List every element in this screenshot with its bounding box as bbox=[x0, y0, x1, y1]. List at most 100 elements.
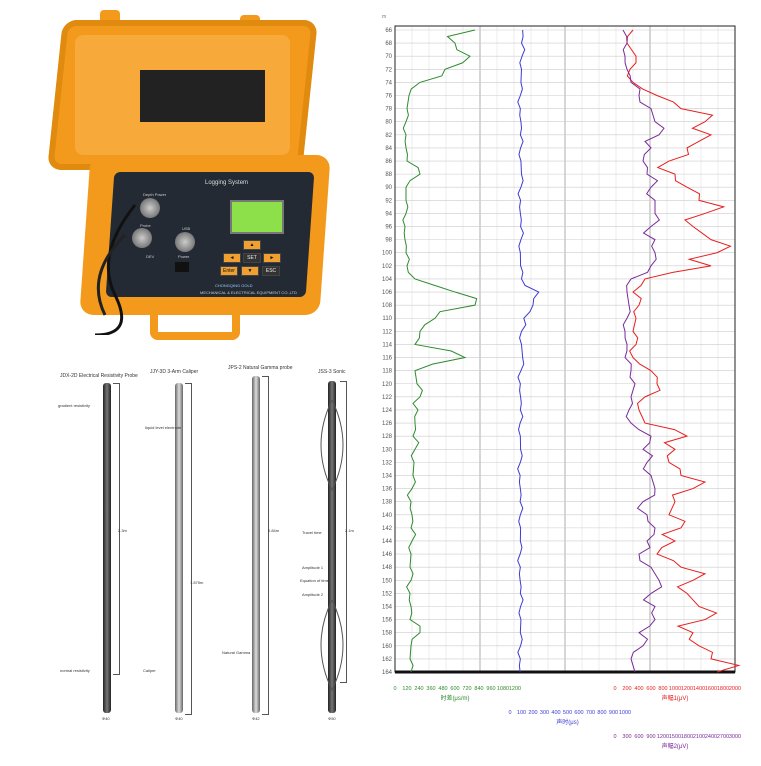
depth-tick-label: 104 bbox=[382, 277, 393, 283]
panel-title: Logging System bbox=[205, 180, 249, 186]
depth-tick-label: 80 bbox=[385, 120, 392, 126]
axis-tick-label: 300 bbox=[540, 710, 549, 716]
key-set: SET bbox=[243, 253, 261, 263]
depth-tick-label: 162 bbox=[382, 657, 393, 663]
well-log-chart: m 66 68 70 72 74 76 78 80 82 84 86 88 90 92 94 96 98 100 10… bbox=[382, 14, 741, 750]
depth-tick-label: 144 bbox=[382, 539, 393, 545]
axis-tick-label: 600 bbox=[646, 686, 655, 692]
depth-tick-label: 124 bbox=[382, 408, 393, 414]
probe-note: Caliper bbox=[143, 668, 156, 673]
connector-label: DEV bbox=[146, 254, 155, 259]
depth-tick-label: 142 bbox=[382, 526, 393, 532]
probe-connector bbox=[132, 228, 152, 248]
axis-tick-label: 200 bbox=[528, 710, 537, 716]
depth-tick-label: 130 bbox=[382, 447, 393, 453]
depth-tick-label: 152 bbox=[382, 591, 393, 597]
sonic-probe bbox=[328, 381, 336, 713]
series-line-4 bbox=[622, 29, 665, 673]
key-right: ► bbox=[263, 253, 281, 263]
key-esc: ESC bbox=[262, 266, 280, 276]
depth-tick-label: 140 bbox=[382, 513, 393, 519]
axis-tick-label: 900 bbox=[609, 710, 618, 716]
axis-tick-label: 2000 bbox=[729, 686, 741, 692]
depth-tick-label: 70 bbox=[385, 54, 392, 60]
axis-tick-label: 2700 bbox=[717, 734, 729, 740]
carry-handle bbox=[150, 300, 240, 340]
probe-length: 0.84m bbox=[268, 528, 280, 533]
probe-note: Travel time bbox=[302, 530, 322, 535]
axis-tick-label: 1500 bbox=[669, 734, 681, 740]
depth-tick-label: 72 bbox=[385, 67, 392, 73]
dimension-bracket bbox=[262, 376, 269, 715]
probe-title: JPS-2 Natural Gamma probe bbox=[228, 365, 293, 371]
depth-tick-label: 118 bbox=[382, 369, 392, 375]
axis-tick-label: 240 bbox=[414, 686, 423, 692]
probe-diameter: Φ50 bbox=[328, 716, 336, 721]
depth-tick-label: 116 bbox=[382, 356, 392, 362]
probe-length: 2.3m bbox=[118, 528, 127, 533]
connector-label: Probe bbox=[140, 223, 151, 228]
axis-tick-label: 800 bbox=[658, 686, 667, 692]
axis-tick-label: 0 bbox=[508, 710, 511, 716]
connector-label: Depth Power bbox=[143, 192, 167, 197]
depth-tick-label: 158 bbox=[382, 631, 393, 637]
depth-tick-label: 148 bbox=[382, 565, 393, 571]
centralizer-springs bbox=[320, 399, 344, 692]
depth-tick-label: 156 bbox=[382, 618, 393, 624]
axis-tick-label: 840 bbox=[474, 686, 483, 692]
depth-tick-label: 76 bbox=[385, 94, 392, 100]
depth-tick-label: 90 bbox=[385, 185, 392, 191]
depth-tick-label: 112 bbox=[382, 329, 392, 335]
gamma-probe bbox=[252, 376, 260, 713]
dimension-bracket bbox=[113, 383, 120, 675]
depth-tick-label: 138 bbox=[382, 500, 393, 506]
axis-tick-label: 0 bbox=[613, 686, 616, 692]
probe-length: 2.1m bbox=[345, 528, 354, 533]
axis-tick-label: 300 bbox=[622, 734, 631, 740]
depth-tick-label: 110 bbox=[382, 316, 392, 322]
depth-tick-label: 120 bbox=[382, 382, 393, 388]
axis-title: 时差(μs/m) bbox=[440, 694, 469, 702]
probe-diameter: Φ42 bbox=[252, 716, 260, 721]
axis-tick-label: 1200 bbox=[681, 686, 693, 692]
depth-power-connector bbox=[140, 198, 160, 218]
probe-note: Natural Gamma bbox=[222, 650, 251, 655]
axis-tick-label: 1000 bbox=[669, 686, 681, 692]
axis-tick-label: 480 bbox=[438, 686, 447, 692]
axis-tick-label: 3000 bbox=[729, 734, 741, 740]
depth-tick-label: 100 bbox=[382, 251, 393, 257]
depth-tick-label: 78 bbox=[385, 107, 392, 113]
depth-tick-label: 132 bbox=[382, 460, 393, 466]
cables bbox=[94, 204, 137, 335]
axis-tick-label: 0 bbox=[613, 734, 616, 740]
depth-tick-label: 86 bbox=[385, 159, 392, 165]
axis-tick-label: 120 bbox=[402, 686, 411, 692]
key-left: ◄ bbox=[223, 253, 241, 263]
depth-unit: m bbox=[382, 14, 386, 20]
axis-tick-label: 400 bbox=[551, 710, 560, 716]
axis-tick-label: 1800 bbox=[681, 734, 693, 740]
dimension-bracket bbox=[340, 381, 347, 683]
depth-tick-label: 136 bbox=[382, 487, 393, 493]
company-text: MECHANICAL & ELECTRICAL EQUIPMENT CO.,LT… bbox=[200, 290, 297, 295]
dimension-bracket bbox=[185, 383, 192, 715]
axis-tick-label: 960 bbox=[486, 686, 495, 692]
axis-tick-label: 1400 bbox=[693, 686, 705, 692]
usb-connector bbox=[175, 232, 195, 252]
axis-tick-label: 1000 bbox=[619, 710, 631, 716]
power-label: Power bbox=[178, 254, 190, 259]
key-down: ▼ bbox=[241, 266, 259, 276]
lcd-screen bbox=[230, 200, 284, 234]
axis-tick-label: 2100 bbox=[693, 734, 705, 740]
depth-tick-label: 126 bbox=[382, 421, 393, 427]
probe-note: Amplitude 2 bbox=[302, 592, 324, 597]
depth-tick-label: 106 bbox=[382, 290, 393, 296]
depth-tick-label: 164 bbox=[382, 670, 393, 676]
probe-note: gradient resistivity bbox=[58, 403, 91, 408]
depth-tick-label: 128 bbox=[382, 434, 393, 440]
key-enter: Enter bbox=[220, 266, 238, 276]
axis-tick-label: 360 bbox=[426, 686, 435, 692]
axis-title: 声时(μs) bbox=[556, 718, 578, 726]
caliper-probe bbox=[175, 383, 183, 713]
series-line-1 bbox=[402, 29, 478, 673]
